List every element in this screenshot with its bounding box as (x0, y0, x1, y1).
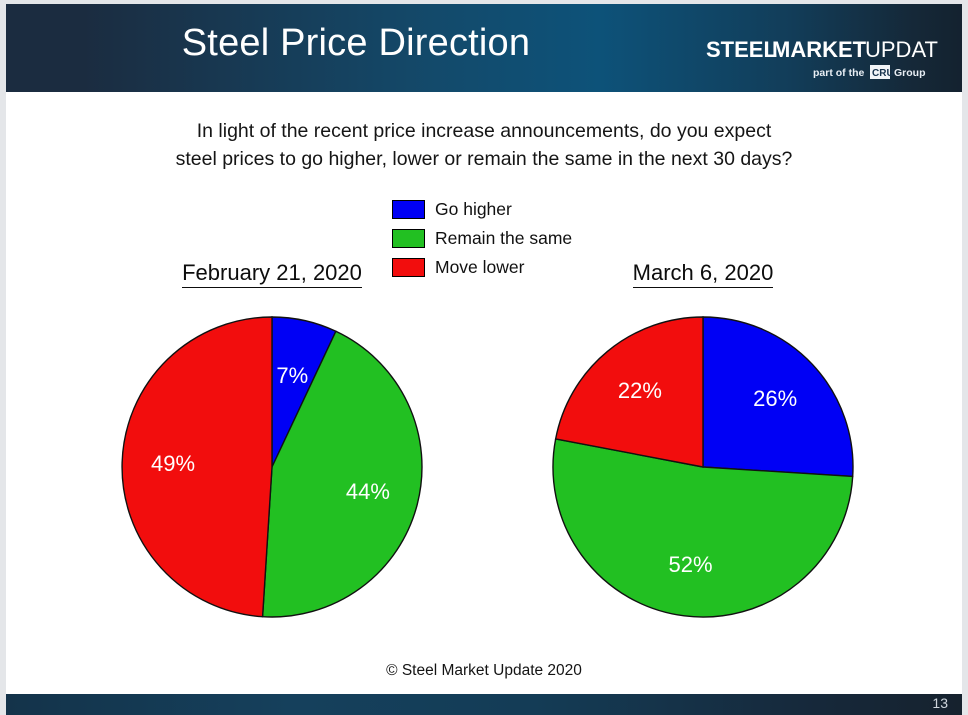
legend-label-go-higher: Go higher (435, 199, 512, 219)
chart-legend: Go higher Remain the same Move lower (392, 195, 652, 282)
cru-badge-box (870, 65, 890, 79)
legend-item-move-lower: Move lower (392, 253, 652, 282)
steel-market-update-logo: STEEL MARKET UPDATE part of the CRU Grou… (698, 12, 938, 86)
logo-tagline-before: part of the (813, 67, 864, 79)
pie-chart-march-title: March 6, 2020 (538, 260, 868, 288)
legend-swatch-remain-the-same (392, 229, 425, 248)
legend-label-move-lower: Move lower (435, 257, 525, 277)
legend-label-remain-the-same: Remain the same (435, 228, 573, 248)
legend-swatch-move-lower (392, 258, 425, 277)
page-title: Steel Price Direction (181, 22, 531, 64)
logo-tagline-badge: CRU (872, 68, 894, 79)
pie-chart-february-title: February 21, 2020 (107, 260, 437, 288)
slide-footer-bar: 13 (6, 694, 962, 715)
logo-word-steel: STEEL (706, 37, 777, 62)
pie-chart-march-canvas: 26% 52% 22% (538, 302, 868, 632)
pie-slice-move-lower (121, 316, 273, 618)
question-line-2: steel prices to go higher, lower or rema… (175, 148, 793, 170)
copyright-notice: © Steel Market Update 2020 (386, 662, 582, 679)
legend-swatch-go-higher (392, 200, 425, 219)
logo-tagline-after: Group (894, 67, 926, 79)
slide-body: In light of the recent price increase an… (6, 92, 962, 694)
pie-chart-march-svg (552, 316, 854, 618)
pie-chart-february-canvas: 7% 44% 49% (107, 302, 437, 632)
slide-header: Steel Price Direction STEEL MARKET UP (6, 4, 962, 92)
legend-item-go-higher: Go higher (392, 195, 652, 224)
legend-item-remain-the-same: Remain the same (392, 224, 652, 253)
logo-word-market: MARKET (772, 37, 867, 62)
pie-slice-remain-the-same (552, 438, 854, 618)
logo-word-update: UPDATE (865, 37, 938, 62)
pie-slice-move-lower (554, 316, 704, 468)
page-number: 13 (932, 695, 948, 711)
pie-slice-go-higher (702, 316, 854, 478)
pie-chart-march: March 6, 2020 26% 52% 22% (538, 260, 868, 632)
pie-chart-february-svg (121, 316, 423, 618)
question-line-1: In light of the recent price increase an… (196, 120, 772, 142)
pie-chart-february: February 21, 2020 7% 44% 49% (107, 260, 437, 632)
survey-question: In light of the recent price increase an… (6, 117, 962, 173)
pie-slice-remain-the-same (261, 330, 423, 618)
